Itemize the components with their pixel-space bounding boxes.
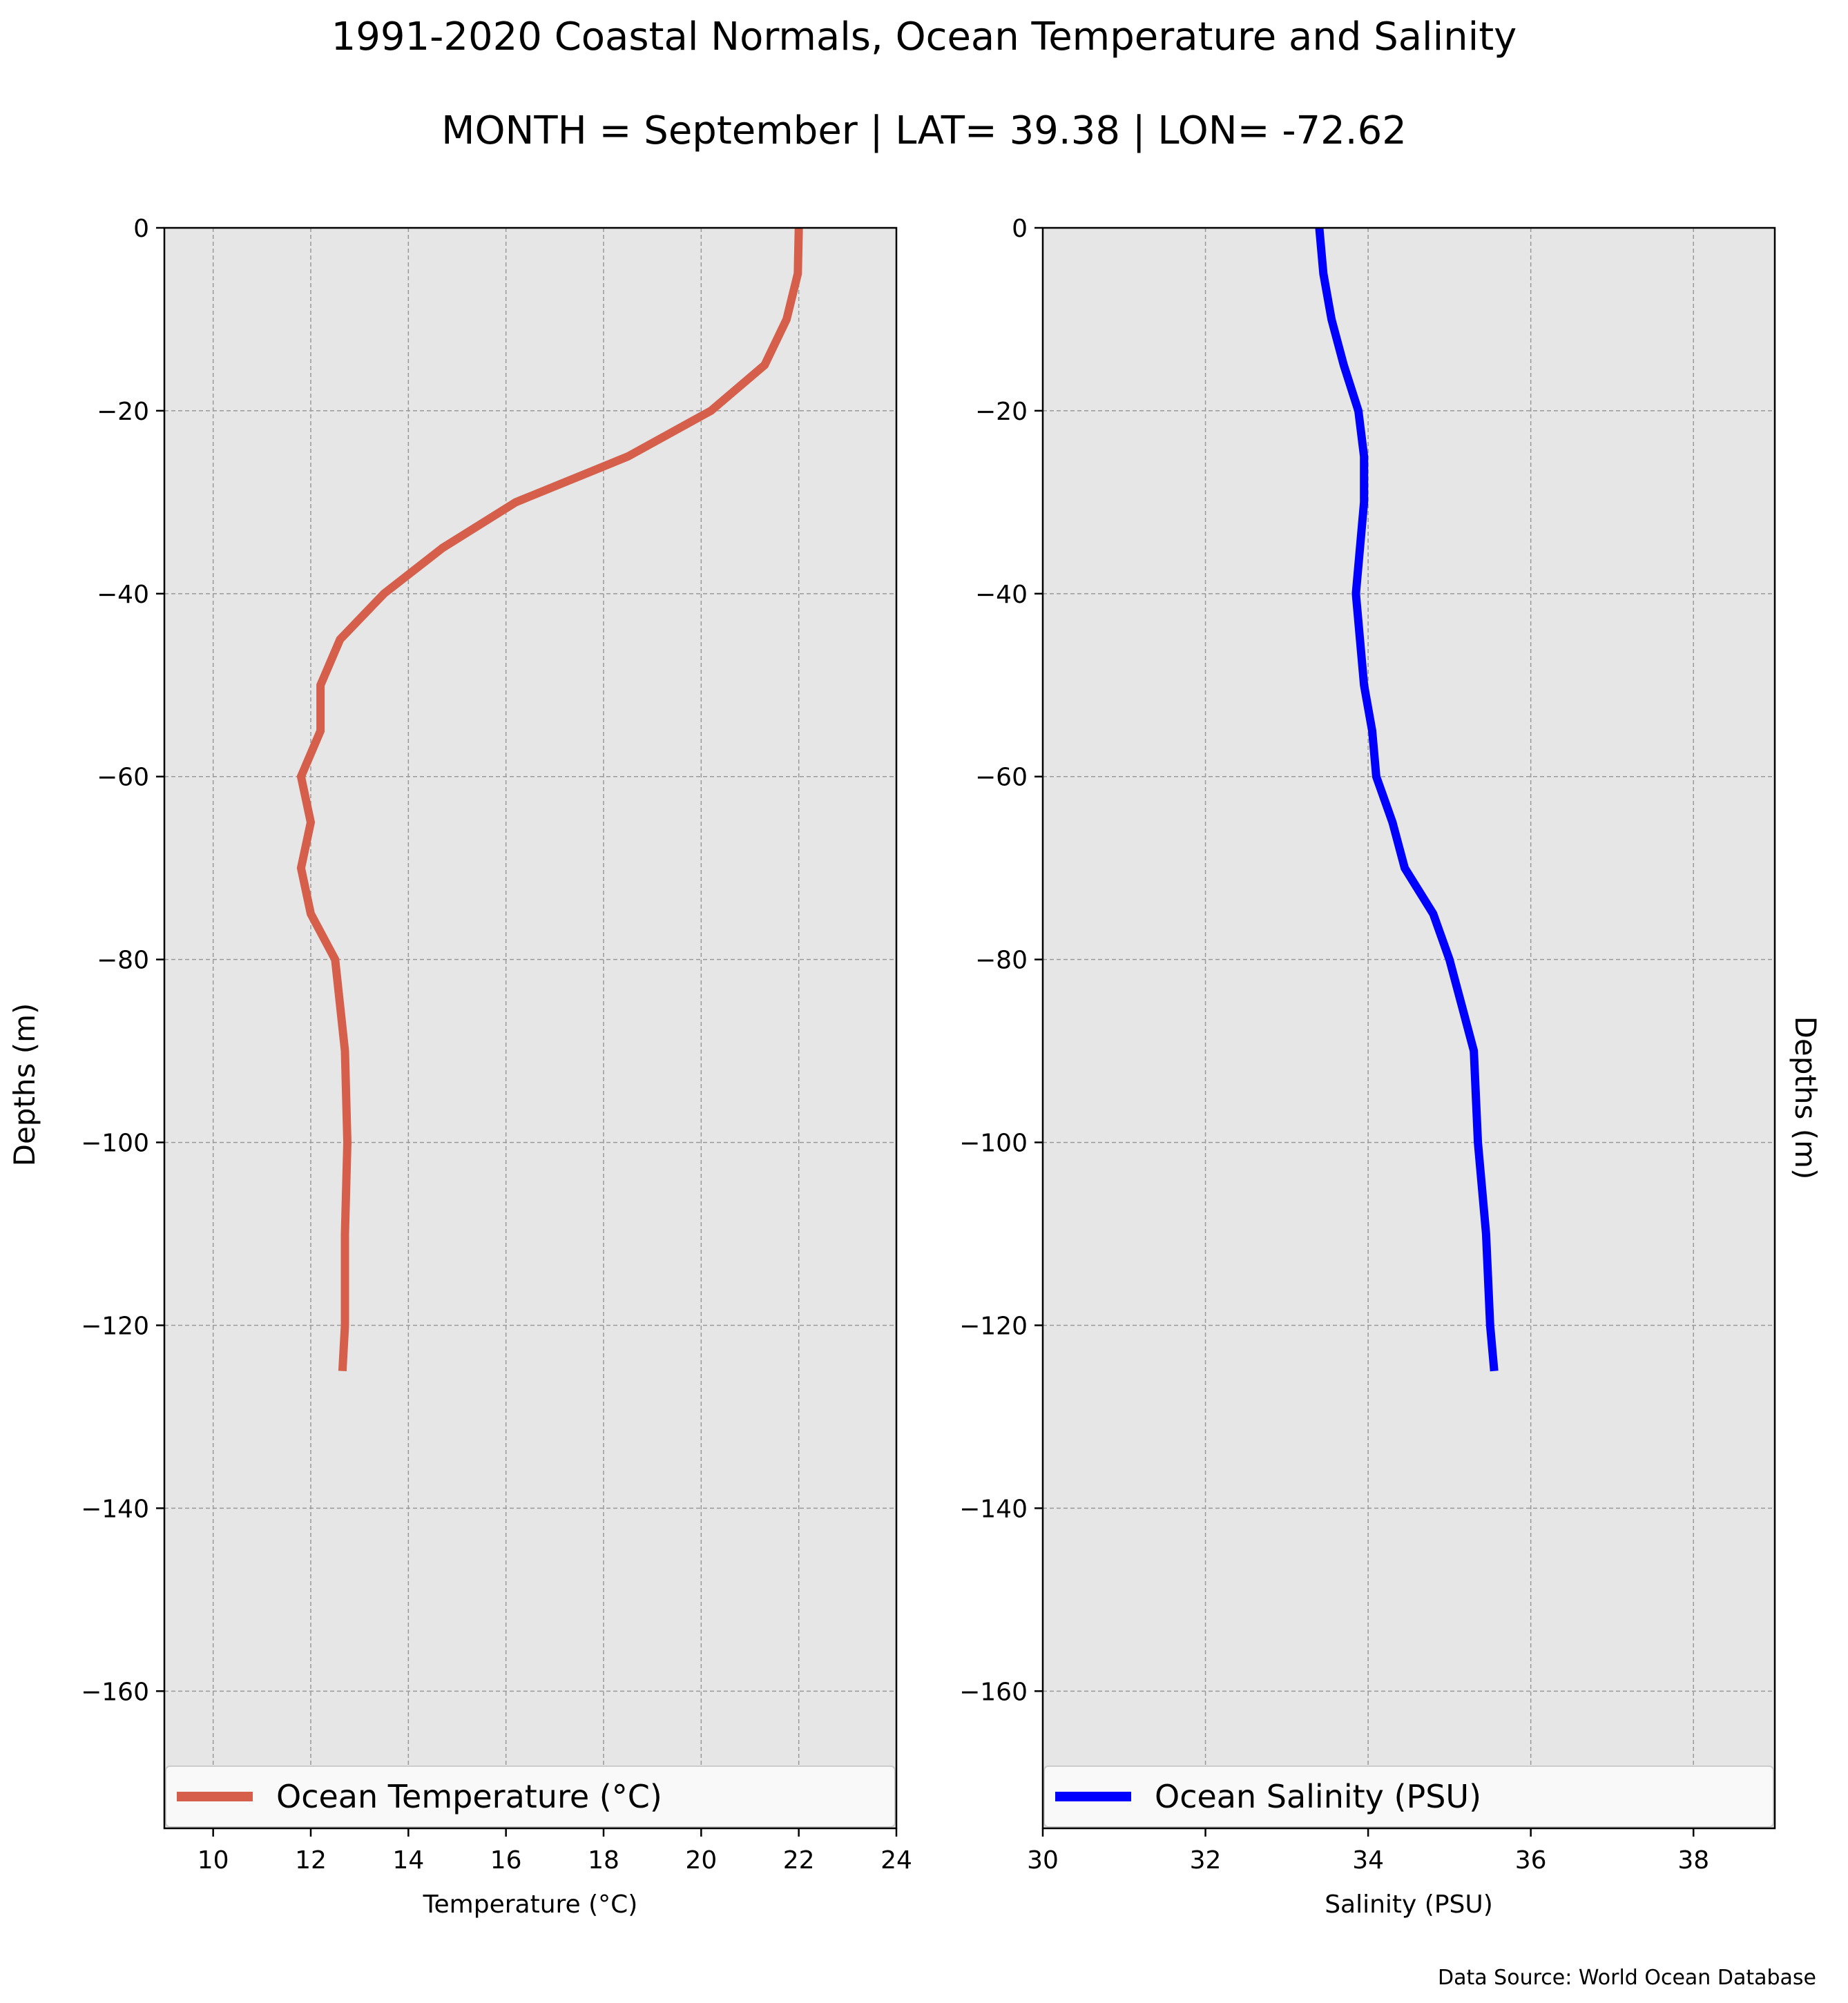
temperature-series-line [296,227,803,1372]
temperature-x-tick-label: 10 [198,1846,229,1875]
figure-title: 1991-2020 Coastal Normals, Ocean Tempera… [331,14,1517,59]
temperature-x-tick-label: 24 [880,1846,912,1875]
temperature-x-tick-label: 14 [392,1846,424,1875]
temperature-x-tick-label: 12 [295,1846,327,1875]
temperature-x-tick-label: 20 [685,1846,717,1875]
salinity-x-tick-label: 38 [1677,1846,1709,1875]
temperature-y-tick-label: 0 [133,215,149,243]
figure-subtitle: MONTH = September | LAT= 39.38 | LON= -7… [441,108,1407,153]
temperature-y-tick-label: −160 [81,1678,149,1706]
temperature-x-tick-label: 18 [588,1846,619,1875]
salinity-x-tick-label: 36 [1515,1846,1547,1875]
salinity-legend-label: Ocean Salinity (PSU) [1155,1778,1481,1815]
temperature-y-tick-label: −100 [81,1130,149,1158]
salinity-y-tick-label: −140 [959,1495,1028,1523]
temperature-chart: Ocean Temperature (°C) 0 −20 −40 −60 −80 −100 −… [8,215,912,1919]
temperature-y-tick-label: −40 [97,581,149,609]
salinity-axes-frame [1041,226,1776,1830]
salinity-legend [1043,1765,1774,1828]
temperature-y-tick-label: −140 [81,1495,149,1523]
salinity-x-tick-label: 30 [1027,1846,1059,1875]
salinity-y-tick-label: 0 [1012,215,1028,243]
temperature-y-tick-label: −60 [97,764,149,792]
temperature-plot-area [164,228,896,1828]
temperature-legend [165,1765,896,1828]
salinity-plot-area [1043,228,1775,1828]
temperature-x-tick-label: 16 [490,1846,522,1875]
salinity-y-tick-label: −60 [975,764,1028,792]
temperature-axes-frame [163,226,898,1830]
salinity-x-tick-label: 34 [1352,1846,1384,1875]
salinity-y-tick-label: −40 [975,581,1028,609]
salinity-chart: Ocean Salinity (PSU) 0 −20 −40 −60 −80 −100 −12… [959,215,1776,1919]
data-source-note: Data Source: World Ocean Database [1438,1966,1816,1990]
salinity-y-tick-label: −160 [959,1678,1028,1706]
temperature-y-axis-label: Depths (m) [8,1003,41,1167]
temperature-x-tick-label: 22 [783,1846,815,1875]
salinity-y-tick-label: −20 [975,398,1028,426]
temperature-legend-label: Ocean Temperature (°C) [276,1778,662,1815]
right-axis-label: Depths (m) [1789,1016,1822,1180]
temperature-y-tick-label: −120 [81,1312,149,1340]
salinity-x-axis-label: Salinity (PSU) [1325,1890,1493,1919]
salinity-y-tick-label: −120 [959,1312,1028,1340]
temperature-x-axis-label: Temperature (°C) [423,1890,638,1919]
temperature-y-tick-label: −20 [97,398,149,426]
salinity-y-tick-label: −80 [975,947,1028,975]
salinity-x-tick-label: 32 [1190,1846,1222,1875]
temperature-y-tick-label: −80 [97,947,149,975]
salinity-y-tick-label: −100 [959,1130,1028,1158]
salinity-series-line [1315,227,1499,1372]
